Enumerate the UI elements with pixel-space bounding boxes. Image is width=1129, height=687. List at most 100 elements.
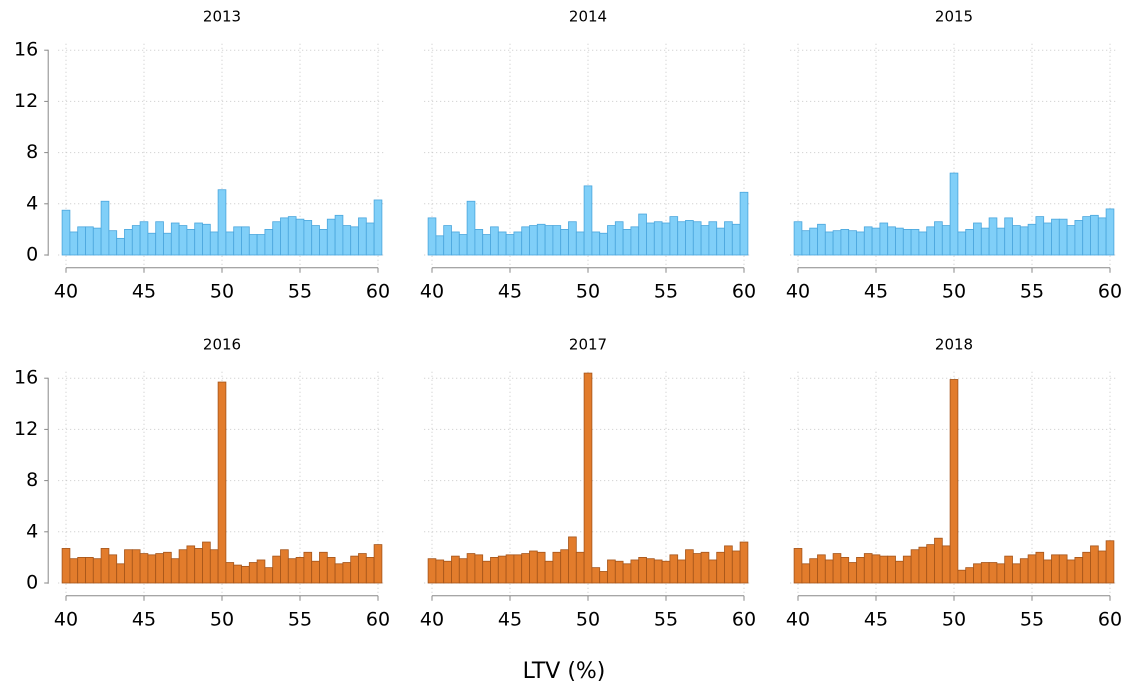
panel-title: 2017 [569, 335, 607, 353]
bar [700, 551, 710, 584]
bar [887, 555, 896, 584]
bar [474, 554, 484, 584]
bar [186, 545, 196, 584]
bar [1074, 557, 1084, 584]
bar [941, 225, 951, 256]
x-tick-label: 40 [786, 608, 810, 630]
y-tick-label: 16 [14, 39, 38, 61]
bar [879, 555, 889, 584]
bar [482, 234, 491, 256]
bar [529, 225, 538, 256]
bar [801, 230, 811, 256]
bar [443, 225, 452, 256]
bar [1035, 216, 1045, 256]
bar [350, 226, 359, 256]
bar [552, 551, 562, 584]
bar [902, 555, 912, 584]
bar [856, 557, 865, 584]
bar [147, 554, 157, 584]
bar [497, 231, 507, 256]
bar [170, 222, 180, 256]
bar [630, 559, 640, 584]
bar [1066, 225, 1076, 256]
bar [178, 549, 188, 584]
bar [809, 227, 818, 256]
bar [724, 545, 733, 584]
bar [365, 557, 375, 584]
bar [871, 554, 881, 584]
bar [731, 223, 741, 256]
x-tick-label: 40 [54, 280, 78, 302]
bar [85, 226, 94, 256]
bar [225, 562, 235, 584]
bar [264, 567, 274, 584]
bar [1012, 225, 1021, 256]
bar [108, 230, 118, 256]
bar [988, 217, 998, 256]
bar [319, 551, 328, 584]
bar [77, 226, 86, 256]
bar [1105, 208, 1115, 256]
bar [272, 221, 281, 256]
y-tick-label: 4 [26, 520, 38, 542]
y-tick-label: 4 [26, 192, 38, 214]
x-tick-label: 40 [420, 280, 444, 302]
bar [521, 226, 530, 256]
bar [739, 541, 749, 584]
bar [186, 228, 196, 256]
bar [895, 227, 904, 256]
bar [934, 221, 943, 256]
bar [85, 557, 94, 584]
bar [451, 555, 460, 584]
bar [996, 227, 1006, 256]
bar [124, 549, 133, 584]
bar [848, 562, 857, 584]
bar [147, 232, 157, 256]
bar [295, 557, 305, 584]
x-tick-label: 45 [498, 608, 522, 630]
bar [521, 553, 530, 584]
bar [949, 379, 959, 584]
x-tick-label: 45 [864, 608, 888, 630]
y-tick-label: 0 [26, 572, 38, 594]
x-tick-label: 60 [732, 280, 756, 302]
bar [848, 230, 857, 256]
x-tick-label: 40 [54, 608, 78, 630]
bar [871, 227, 881, 256]
bar [599, 571, 608, 584]
x-tick-label: 60 [366, 280, 390, 302]
bar [209, 549, 219, 584]
bar [443, 560, 452, 584]
x-tick-label: 45 [864, 280, 888, 302]
bar [926, 226, 935, 256]
bar [607, 559, 616, 584]
bar [809, 558, 818, 584]
bar [910, 549, 920, 584]
bar [692, 221, 702, 256]
bar [342, 562, 352, 584]
x-tick-label: 40 [786, 280, 810, 302]
bar [116, 563, 125, 584]
bar [980, 562, 990, 584]
bar [552, 225, 562, 256]
bar [1004, 555, 1013, 584]
bar [225, 231, 235, 256]
bar [61, 548, 71, 584]
bar [544, 225, 554, 256]
bar [599, 232, 608, 256]
bar [622, 228, 632, 256]
x-axis-label: LTV (%) [523, 659, 606, 684]
bar [1051, 554, 1060, 584]
bar [669, 216, 679, 256]
bar [653, 559, 663, 584]
bar [653, 221, 663, 256]
bar [233, 226, 242, 256]
bar [458, 234, 468, 256]
bar [155, 553, 164, 584]
bar [303, 551, 313, 584]
bar [536, 551, 546, 584]
x-tick-label: 50 [210, 608, 234, 630]
x-tick-label: 60 [1098, 608, 1122, 630]
bar [326, 557, 336, 584]
bar [646, 558, 655, 584]
